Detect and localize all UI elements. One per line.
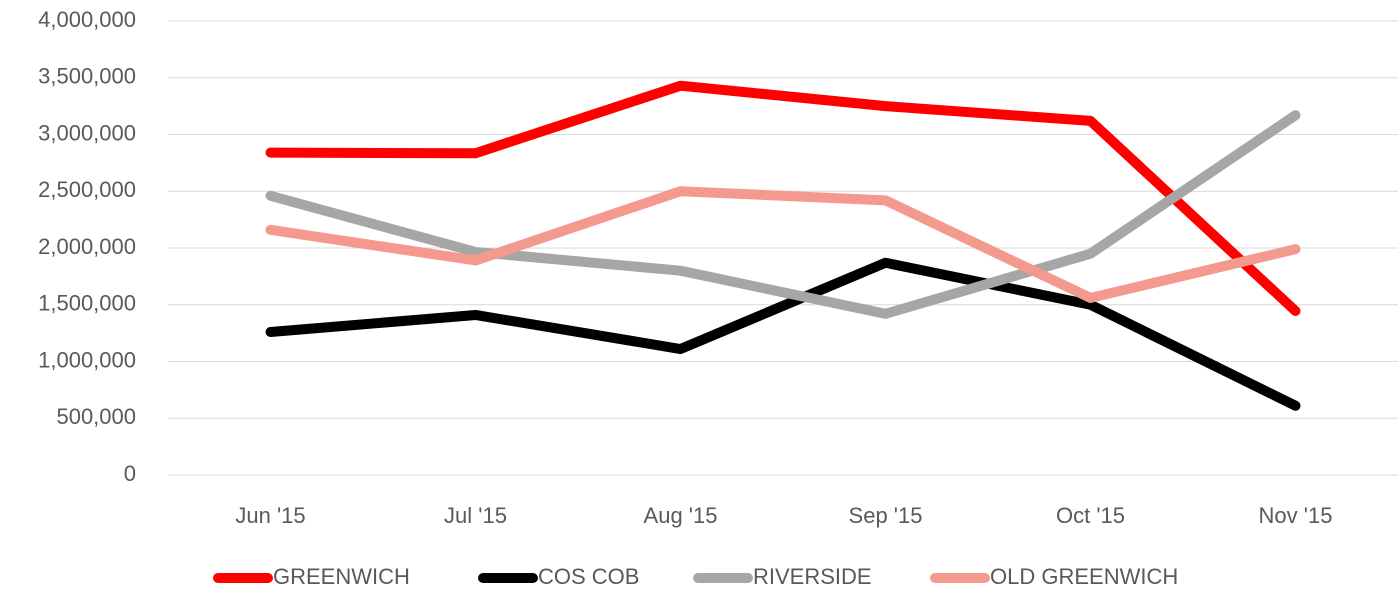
y-tick-label: 1,000,000 (38, 347, 136, 372)
x-tick-label: Jul '15 (444, 503, 507, 528)
x-tick-label: Nov '15 (1259, 503, 1333, 528)
y-tick-label: 3,500,000 (38, 64, 136, 89)
y-tick-label: 3,000,000 (38, 120, 136, 145)
y-tick-label: 2,000,000 (38, 234, 136, 259)
y-tick-label: 1,500,000 (38, 291, 136, 316)
x-tick-label: Oct '15 (1056, 503, 1125, 528)
legend-label: GREENWICH (273, 564, 410, 589)
x-tick-label: Sep '15 (849, 503, 923, 528)
y-tick-label: 2,500,000 (38, 177, 136, 202)
series-line (265, 186, 1301, 303)
series-line (265, 257, 1301, 411)
legend-label: COS COB (538, 564, 639, 589)
legend-label: OLD GREENWICH (990, 564, 1178, 589)
y-tick-label: 0 (124, 461, 136, 486)
y-tick-label: 500,000 (56, 404, 136, 429)
series-line (265, 80, 1301, 316)
x-tick-label: Aug '15 (644, 503, 718, 528)
y-tick-label: 4,000,000 (38, 7, 136, 32)
legend-label: RIVERSIDE (753, 564, 872, 589)
x-tick-label: Jun '15 (235, 503, 305, 528)
series-line (265, 110, 1301, 319)
